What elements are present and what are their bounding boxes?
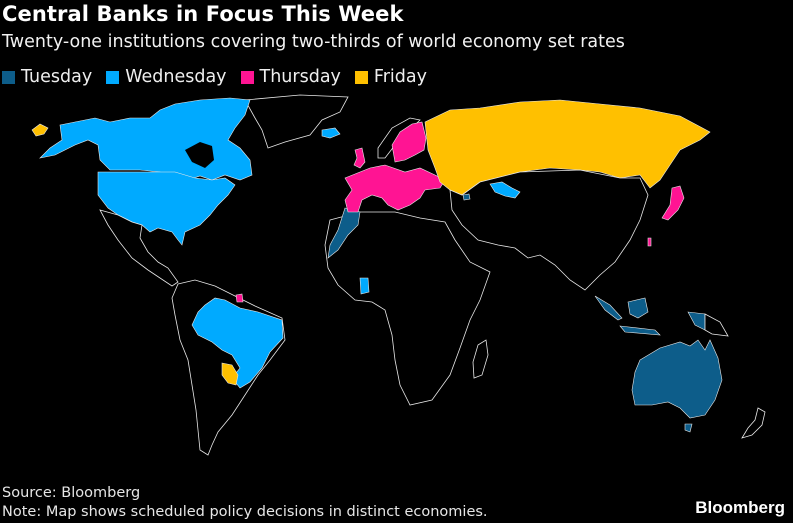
legend-label: Wednesday [125, 67, 227, 87]
region-canada [39, 97, 253, 181]
hudson-bay [185, 142, 214, 168]
legend-swatch-friday [354, 70, 368, 84]
region-taiwan [647, 237, 652, 247]
bloomberg-logo: Bloomberg [695, 498, 785, 517]
region-indonesia-borneo [627, 297, 649, 319]
source-text: Source: Bloomberg [2, 485, 141, 501]
region-uzbekistan [489, 181, 521, 199]
region-indonesia [594, 295, 623, 321]
region-japan [661, 185, 685, 221]
region-united-kingdom [353, 147, 366, 169]
region-paraguay [221, 362, 239, 386]
legend-swatch-wednesday [106, 70, 120, 84]
legend-swatch-tuesday [2, 70, 15, 84]
region-indonesia-java [619, 325, 661, 336]
legend-label: Thursday [259, 67, 341, 87]
world-map [31, 94, 766, 456]
legend-item-friday: Friday [354, 67, 427, 87]
region-ghana [359, 277, 370, 295]
footer: Source: Bloomberg Note: Map shows schedu… [2, 484, 488, 522]
africa [324, 211, 491, 406]
greenland [244, 94, 349, 149]
legend: Tuesday Wednesday Thursday Friday [2, 67, 427, 87]
madagascar [472, 339, 489, 379]
new-zealand [741, 407, 766, 439]
legend-item-thursday: Thursday [240, 67, 341, 87]
region-sweden-finland [391, 121, 427, 163]
note-text: Note: Map shows scheduled policy decisio… [2, 504, 488, 520]
chart-title: Central Banks in Focus This Week [2, 2, 404, 26]
papua-new-guinea [704, 313, 729, 337]
region-chukotka [31, 123, 49, 137]
asia [449, 169, 649, 291]
region-iceland [321, 127, 341, 139]
legend-item-tuesday: Tuesday [2, 67, 92, 87]
legend-label: Tuesday [21, 67, 93, 87]
legend-item-wednesday: Wednesday [106, 67, 227, 87]
region-french-guiana [235, 293, 244, 303]
mexico [99, 209, 179, 287]
region-brazil [191, 297, 284, 389]
legend-label: Friday [373, 67, 427, 87]
region-indonesia-papua [687, 311, 706, 331]
region-tasmania [684, 423, 693, 433]
region-australia [631, 339, 723, 419]
region-morocco [327, 207, 361, 259]
region-euro-area [344, 164, 446, 213]
legend-swatch-thursday [240, 70, 254, 84]
region-armenia [462, 193, 471, 201]
chart-subtitle: Twenty-one institutions covering two-thi… [2, 32, 625, 52]
